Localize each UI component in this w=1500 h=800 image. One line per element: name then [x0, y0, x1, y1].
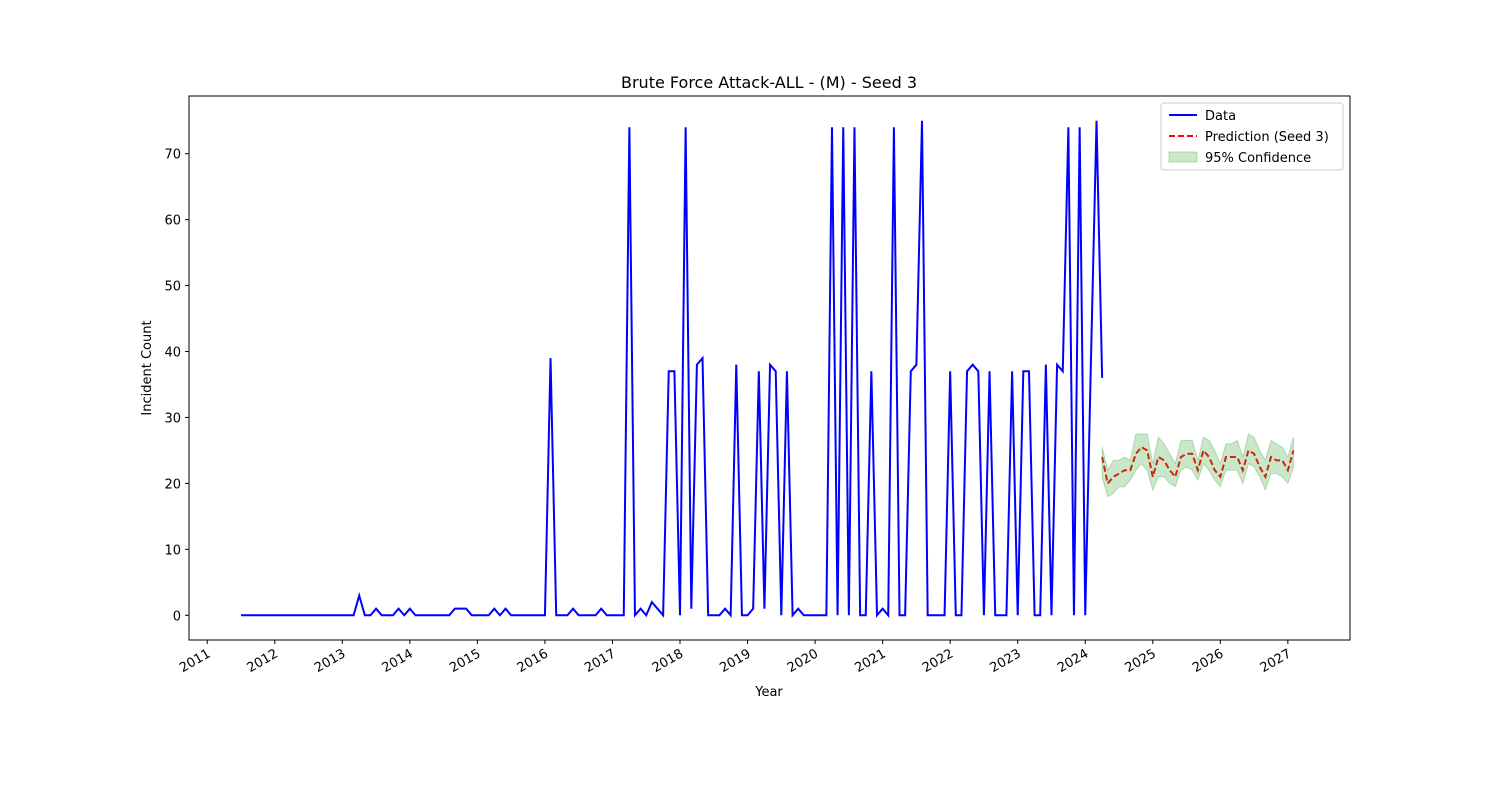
legend-box — [1160, 102, 1344, 171]
legend-label: Data — [1205, 109, 1236, 124]
x-tick-label: 2022 — [920, 646, 956, 676]
x-tick-label: 2026 — [1190, 646, 1226, 676]
x-tick-label: 2018 — [650, 646, 686, 676]
y-tick-label: 60 — [164, 214, 181, 229]
confidence-band — [1101, 433, 1294, 498]
x-axis-label: Year — [754, 685, 783, 700]
x-tick-label: 2015 — [447, 646, 483, 676]
x-tick-label: 2016 — [515, 646, 551, 676]
x-tick-label: 2021 — [852, 646, 888, 676]
series-line — [1101, 445, 1295, 486]
plot-frame — [188, 95, 1351, 641]
legend-swatch — [1168, 151, 1198, 163]
y-tick-label: 0 — [173, 609, 181, 624]
x-tick-label: 2012 — [245, 646, 281, 676]
y-tick-label: 30 — [164, 411, 181, 426]
y-axis-label: Incident Count — [140, 320, 155, 415]
x-tick-label: 2025 — [1123, 646, 1159, 676]
legend-label: Prediction (Seed 3) — [1205, 130, 1329, 145]
x-tick-label: 2013 — [312, 646, 348, 676]
y-tick-label: 50 — [164, 280, 181, 295]
x-tick-label: 2011 — [177, 646, 213, 676]
x-tick-label: 2014 — [380, 646, 416, 676]
x-tick-label: 2020 — [785, 646, 821, 676]
chart-title: Brute Force Attack-ALL - (M) - Seed 3 — [621, 73, 917, 92]
x-tick-label: 2019 — [717, 646, 753, 676]
x-tick-label: 2023 — [988, 646, 1024, 676]
x-tick-label: 2027 — [1258, 646, 1294, 676]
y-tick-label: 70 — [164, 148, 181, 163]
y-tick-label: 10 — [164, 543, 181, 558]
y-tick-label: 40 — [164, 346, 181, 361]
y-tick-label: 20 — [164, 477, 181, 492]
x-tick-label: 2024 — [1055, 646, 1091, 676]
series-line — [241, 120, 1104, 618]
legend-label: 95% Confidence — [1205, 151, 1311, 166]
x-tick-label: 2017 — [582, 646, 618, 676]
